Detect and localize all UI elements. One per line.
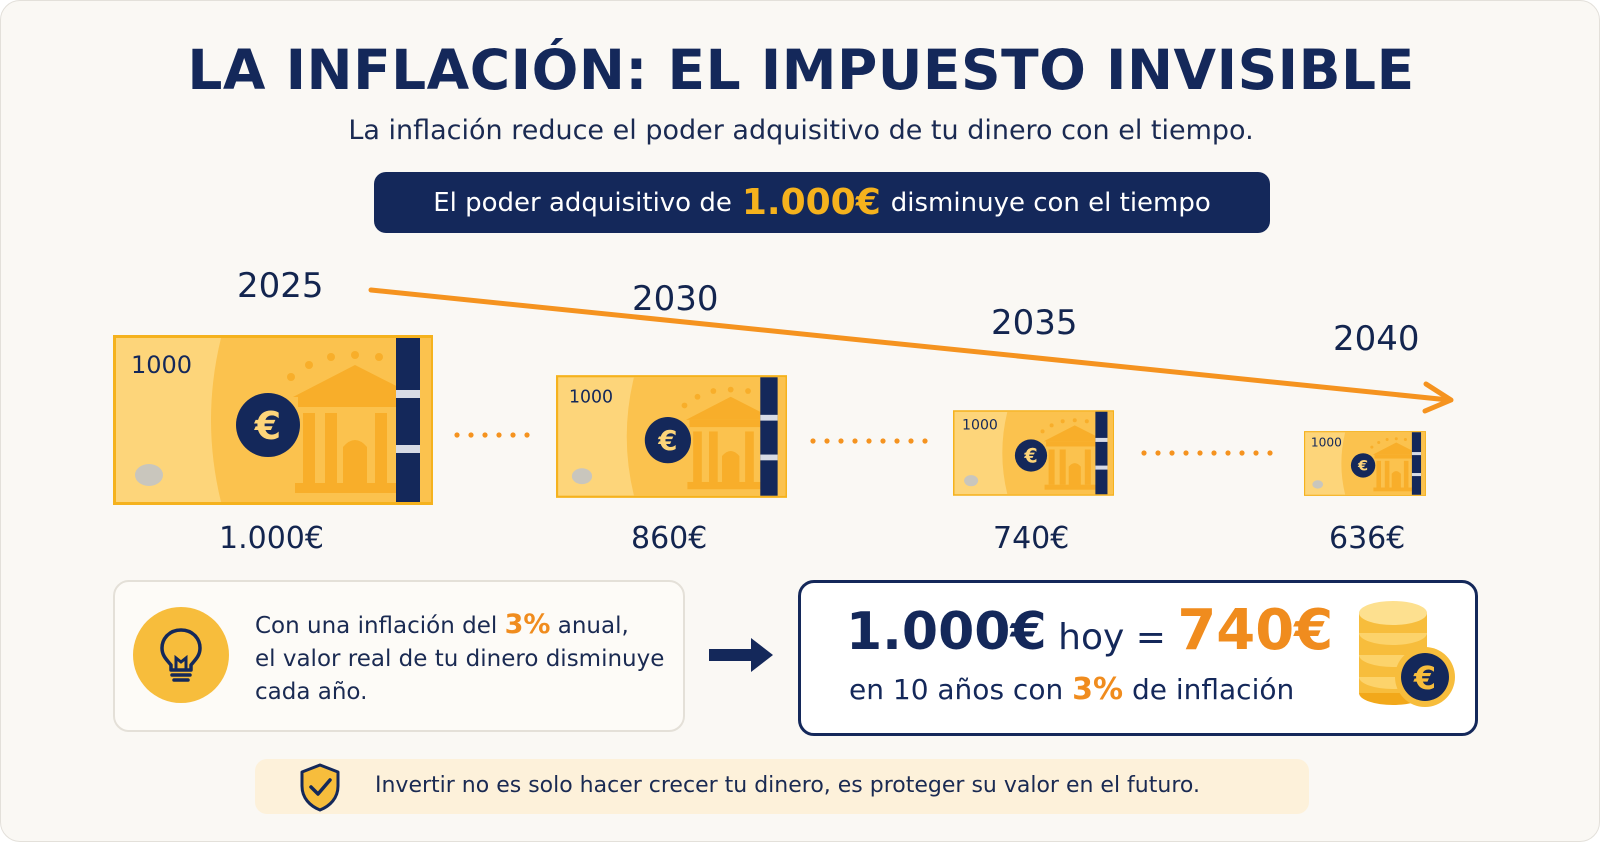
svg-text:€: €: [1023, 445, 1037, 468]
svg-text:€: €: [1413, 659, 1436, 697]
svg-text:€: €: [254, 404, 281, 448]
result-rate: 3%: [1072, 672, 1124, 707]
banknote-label: 1000: [131, 351, 192, 379]
banknote-label: 1000: [1311, 435, 1342, 449]
info-line1-after: anual,: [557, 613, 629, 639]
amount-today: 1.000€: [846, 602, 1047, 662]
banknote: 1000 €: [1304, 431, 1426, 496]
footer-text: Invertir no es solo hacer crecer tu dine…: [375, 773, 1200, 798]
info-line2: el valor real de tu dinero disminuye: [255, 646, 665, 672]
euro-icon: [1014, 439, 1048, 472]
value-label: 1.000€: [219, 521, 324, 556]
headline-banner: El poder adquisitivo de 1.000€ disminuye…: [374, 172, 1270, 233]
banknote-label: 1000: [962, 417, 998, 433]
euro-icon: [644, 417, 691, 464]
result-line1: 1.000€ hoy = 740€: [846, 601, 1333, 668]
year-label: 2035: [991, 303, 1078, 343]
info-text: Con una inflación del 3% anual, el valor…: [255, 608, 664, 709]
banner-text-after: disminuye con el tiempo: [890, 187, 1211, 218]
svg-text:€: €: [1357, 459, 1368, 475]
page-title: LA INFLACIÓN: EL IMPUESTO INVISIBLE: [187, 38, 1415, 102]
page-subtitle: La inflación reduce el poder adquisitivo…: [348, 115, 1254, 146]
arrow-right-icon: [709, 638, 773, 672]
amount-future: 740€: [1177, 598, 1334, 663]
footer-banner: Invertir no es solo hacer crecer tu dine…: [255, 759, 1309, 814]
banknote: 1000 €: [953, 410, 1114, 496]
info-rate: 3%: [504, 609, 551, 640]
value-label: 636€: [1329, 521, 1406, 556]
banknote: 1000 €: [556, 375, 787, 498]
value-label: 740€: [993, 521, 1070, 556]
result-line2-before: en 10 años con: [849, 673, 1064, 706]
result-line2-after: de inflación: [1131, 673, 1295, 706]
shield-check-icon: [300, 763, 340, 812]
banknote: 1000 €: [113, 335, 433, 505]
result-box: 1.000€ hoy = 740€ en 10 años con 3% de i…: [798, 580, 1478, 736]
info-line1-before: Con una inflación del: [255, 613, 498, 639]
coin-stack-icon: €: [1359, 601, 1455, 707]
info-line3: cada año.: [255, 679, 368, 705]
svg-text:€: €: [657, 426, 677, 457]
year-label: 2040: [1333, 319, 1420, 359]
banner-amount: 1.000€: [741, 182, 881, 223]
value-label: 860€: [631, 521, 708, 556]
inflation-info-box: Con una inflación del 3% anual, el valor…: [113, 580, 685, 732]
year-label: 2025: [237, 266, 324, 306]
year-label: 2030: [632, 279, 719, 319]
euro-icon: [236, 393, 300, 457]
today-label: hoy =: [1058, 617, 1166, 658]
result-line2: en 10 años con 3% de inflación: [849, 670, 1294, 710]
banknote-label: 1000: [569, 388, 613, 408]
banner-text-before: El poder adquisitivo de: [433, 187, 732, 218]
lightbulb-icon: [133, 607, 229, 703]
euro-icon: [1350, 453, 1376, 478]
